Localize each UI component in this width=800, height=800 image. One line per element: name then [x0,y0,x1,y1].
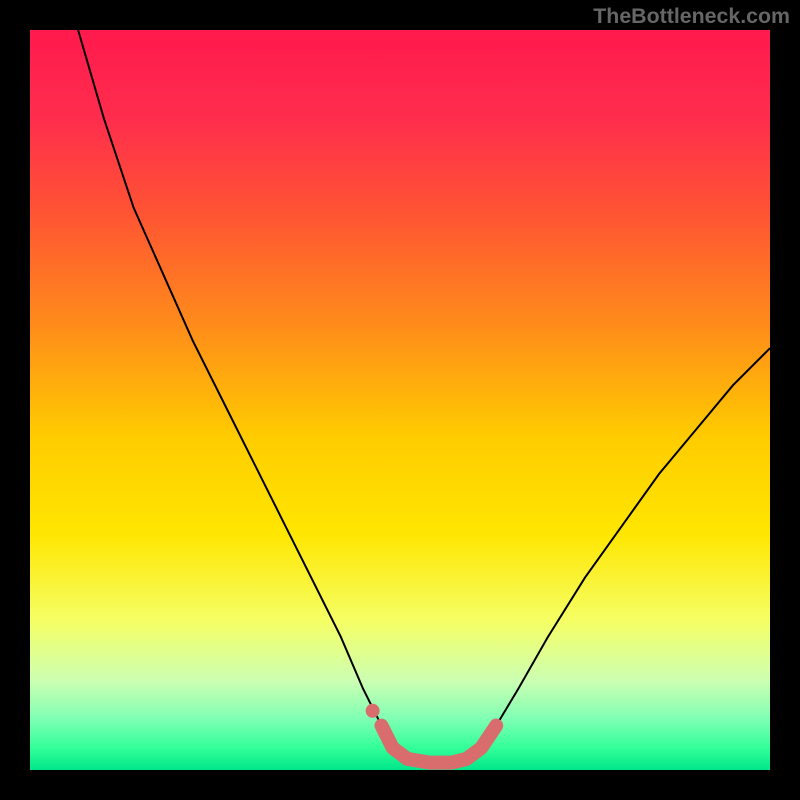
watermark-text: TheBottleneck.com [593,4,790,29]
bottleneck-chart-container: TheBottleneck.com [0,0,800,800]
bottleneck-chart-svg [0,0,800,800]
optimal-range-dot [366,704,380,718]
plot-gradient-background [30,30,770,770]
